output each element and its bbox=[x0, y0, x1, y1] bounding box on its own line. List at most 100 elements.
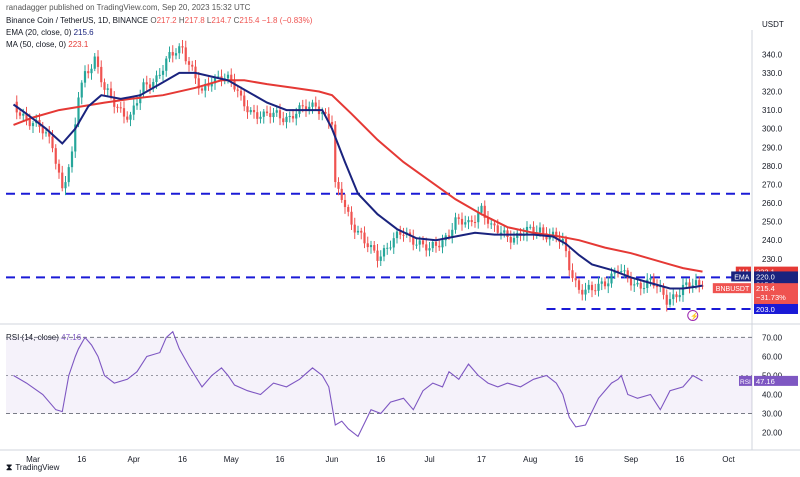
candle-body bbox=[347, 207, 350, 212]
candle-body bbox=[330, 121, 334, 125]
candle-body bbox=[148, 84, 152, 89]
candle-body bbox=[574, 278, 577, 281]
ohlc-open: 217.2 bbox=[156, 16, 177, 25]
candle-body bbox=[434, 241, 438, 246]
candle-body bbox=[109, 88, 113, 98]
candle-body bbox=[493, 223, 496, 226]
candle-body bbox=[314, 102, 317, 107]
candle-body bbox=[581, 289, 584, 295]
candle-body bbox=[340, 188, 343, 200]
candle-body bbox=[308, 106, 311, 111]
candle-body bbox=[25, 113, 28, 120]
candle-body bbox=[96, 56, 100, 67]
candle-body bbox=[483, 205, 486, 218]
candle-body bbox=[119, 107, 122, 109]
candle-body bbox=[464, 222, 467, 225]
ma-legend[interactable]: MA (50, close, 0) 223.1 bbox=[6, 40, 89, 49]
candle-body bbox=[392, 238, 395, 248]
rsi-tick-label: 20.00 bbox=[762, 429, 783, 438]
candle-body bbox=[64, 182, 67, 189]
candle-body bbox=[171, 52, 174, 56]
candle-body bbox=[262, 111, 265, 117]
candle-body bbox=[688, 282, 691, 288]
rsi-value-tag-bg bbox=[754, 375, 798, 386]
candle-body bbox=[431, 241, 434, 249]
support-price-tag: 203.0 bbox=[756, 305, 775, 314]
candle-body bbox=[275, 110, 278, 113]
candle-body bbox=[77, 97, 80, 125]
candle-body bbox=[295, 113, 298, 119]
candle-body bbox=[441, 240, 444, 248]
candle-body bbox=[184, 47, 187, 62]
candle-body bbox=[678, 295, 681, 298]
candle-body bbox=[568, 251, 571, 271]
time-tick-label: 16 bbox=[575, 455, 584, 464]
candle-body bbox=[67, 167, 70, 183]
candle-body bbox=[668, 299, 672, 305]
candle-body bbox=[74, 124, 77, 152]
tradingview-logo-icon: ⧗ bbox=[6, 462, 13, 472]
ohlc-close: 215.4 bbox=[239, 16, 260, 25]
candle-body bbox=[428, 248, 431, 251]
symbol-pill: BNBUSDT bbox=[716, 286, 750, 293]
tradingview-brand[interactable]: ⧗ TradingView bbox=[6, 462, 60, 472]
candle-body bbox=[532, 226, 535, 234]
price-tick-label: 310.0 bbox=[762, 106, 783, 115]
candle-body bbox=[587, 284, 590, 290]
candle-body bbox=[135, 103, 139, 106]
candle-body bbox=[652, 277, 655, 287]
candle-body bbox=[207, 84, 210, 87]
time-tick-label: 17 bbox=[477, 455, 486, 464]
price-tick-label: 300.0 bbox=[762, 125, 783, 134]
time-tick-label: Mar bbox=[26, 455, 40, 464]
published-line: ranadagger published on TradingView.com,… bbox=[6, 3, 251, 12]
candle-body bbox=[249, 110, 252, 113]
time-tick-label: 16 bbox=[675, 455, 684, 464]
price-tick-label: 320.0 bbox=[762, 87, 783, 96]
time-tick-label: Oct bbox=[722, 455, 735, 464]
candle-body bbox=[538, 227, 542, 233]
symbol-line[interactable]: Binance Coin / TetherUS, 1D, BINANCE O21… bbox=[6, 16, 313, 25]
candle-body bbox=[473, 222, 477, 224]
candle-body bbox=[639, 282, 642, 289]
time-tick-label: Sep bbox=[624, 455, 639, 464]
candle-body bbox=[366, 243, 369, 248]
candle-body bbox=[191, 64, 194, 67]
price-tick-label: 330.0 bbox=[762, 69, 783, 78]
candle-body bbox=[548, 235, 551, 240]
candle-body bbox=[165, 58, 168, 71]
candle-body bbox=[44, 132, 48, 134]
candle-body bbox=[649, 277, 652, 280]
candle-body bbox=[379, 256, 382, 261]
candle-body bbox=[376, 250, 379, 261]
candle-body bbox=[600, 281, 603, 284]
time-tick-label: 16 bbox=[376, 455, 385, 464]
price-tick-label: 230.0 bbox=[762, 255, 783, 264]
candle-body bbox=[278, 110, 282, 119]
candle-body bbox=[22, 113, 25, 116]
candle-body bbox=[470, 220, 473, 223]
candle-body bbox=[395, 231, 399, 239]
rsi-pill-bg bbox=[739, 375, 752, 386]
candle-body bbox=[457, 217, 460, 219]
rsi-value-tag: 47.16 bbox=[756, 377, 775, 386]
candle-body bbox=[321, 111, 324, 115]
price-tick-label: 270.0 bbox=[762, 180, 783, 189]
candle-body bbox=[83, 71, 87, 83]
ema-legend[interactable]: EMA (20, close, 0) 215.6 bbox=[6, 28, 94, 37]
candle-body bbox=[529, 226, 532, 228]
price-tick-label: 340.0 bbox=[762, 50, 783, 59]
candle-body bbox=[447, 235, 451, 237]
candle-body bbox=[382, 248, 386, 257]
price-tick-label: 290.0 bbox=[762, 143, 783, 152]
candle-body bbox=[210, 83, 213, 87]
candle-body bbox=[603, 281, 607, 287]
candle-body bbox=[503, 230, 506, 233]
candle-body bbox=[412, 235, 415, 245]
candle-body bbox=[363, 232, 366, 244]
candle-body bbox=[80, 82, 83, 98]
candle-body bbox=[174, 53, 178, 56]
candle-body bbox=[542, 227, 545, 234]
candle-body bbox=[477, 212, 480, 223]
